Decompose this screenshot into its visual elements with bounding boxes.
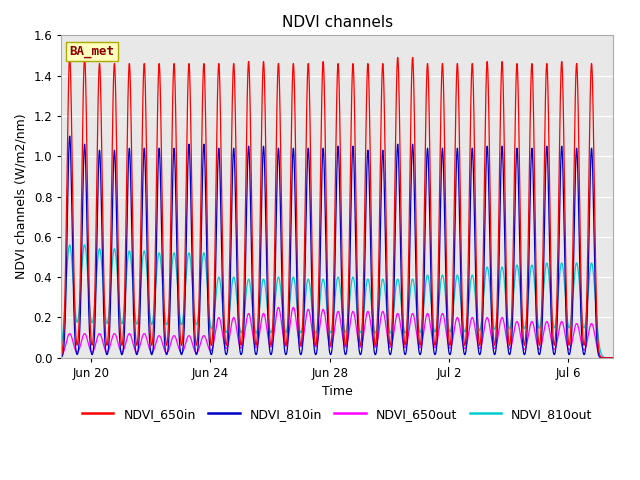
NDVI_650in: [557, 65, 565, 71]
Title: NDVI channels: NDVI channels: [282, 15, 393, 30]
NDVI_650out: [289, 304, 297, 310]
NDVI_810in: [582, 337, 590, 343]
NDVI_650out: [582, 343, 590, 348]
NDVI_810in: [66, 133, 74, 139]
NDVI_650out: [348, 311, 356, 316]
NDVI_650in: [70, 271, 78, 277]
NDVI_650in: [609, 355, 617, 360]
NDVI_650out: [70, 343, 78, 348]
Y-axis label: NDVI channels (W/m2/nm): NDVI channels (W/m2/nm): [15, 114, 28, 279]
NDVI_810in: [557, 149, 565, 155]
NDVI_650in: [58, 352, 65, 358]
NDVI_810in: [58, 354, 65, 360]
NDVI_650in: [348, 81, 356, 86]
Line: NDVI_810in: NDVI_810in: [61, 136, 613, 358]
NDVI_810out: [582, 313, 590, 319]
NDVI_810in: [609, 355, 617, 360]
NDVI_810in: [348, 161, 356, 167]
NDVI_810out: [557, 261, 565, 267]
NDVI_810out: [409, 276, 417, 282]
NDVI_650in: [409, 55, 417, 60]
NDVI_650in: [409, 55, 417, 60]
NDVI_650out: [609, 355, 617, 360]
NDVI_650out: [557, 319, 565, 325]
NDVI_810out: [609, 355, 617, 360]
Line: NDVI_650out: NDVI_650out: [61, 307, 613, 358]
NDVI_650in: [125, 65, 132, 71]
NDVI_810out: [348, 277, 356, 283]
Text: BA_met: BA_met: [70, 45, 115, 58]
NDVI_810out: [81, 242, 88, 248]
X-axis label: Time: Time: [322, 385, 353, 398]
NDVI_810out: [58, 344, 65, 349]
NDVI_650out: [125, 331, 132, 336]
Line: NDVI_810out: NDVI_810out: [61, 245, 613, 358]
NDVI_650out: [409, 311, 417, 316]
Line: NDVI_650in: NDVI_650in: [61, 58, 613, 358]
NDVI_650in: [582, 312, 590, 318]
NDVI_810in: [409, 142, 417, 147]
Legend: NDVI_650in, NDVI_810in, NDVI_650out, NDVI_810out: NDVI_650in, NDVI_810in, NDVI_650out, NDV…: [77, 403, 597, 426]
NDVI_810out: [70, 291, 78, 297]
NDVI_810out: [125, 249, 132, 254]
NDVI_810in: [125, 149, 132, 155]
NDVI_810in: [70, 311, 78, 317]
NDVI_650out: [58, 353, 65, 359]
